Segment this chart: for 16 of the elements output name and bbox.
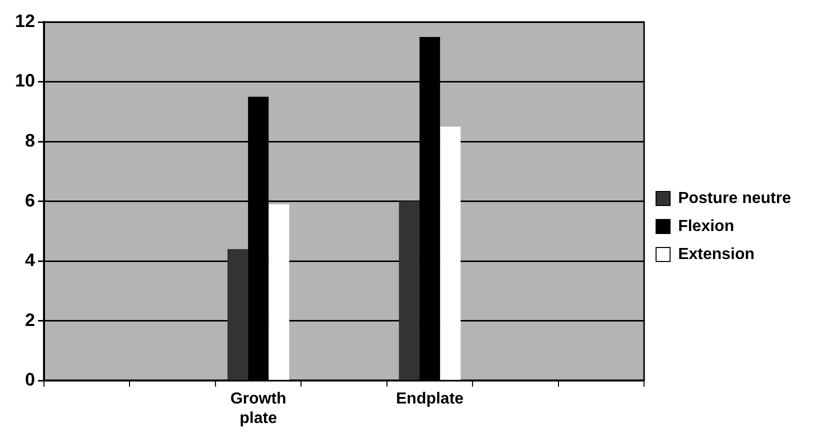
x-tick-label: Growth plate (230, 390, 286, 427)
bar (440, 126, 461, 380)
bar (227, 249, 248, 380)
y-tick-label: 6 (25, 190, 36, 210)
bar (398, 201, 420, 380)
y-tick-label: 12 (14, 10, 36, 31)
bar (268, 204, 290, 380)
y-tick-label: 0 (25, 370, 36, 390)
y-tick-label: 10 (14, 70, 36, 91)
y-tick-label: 2 (25, 310, 36, 330)
legend-label: Posture neutre (678, 190, 792, 207)
y-tick-label: 4 (25, 250, 36, 270)
x-tick-label: Endplate (396, 390, 464, 408)
legend-label: Extension (678, 246, 755, 263)
legend-label: Flexion (678, 218, 734, 235)
y-tick-label: 8 (25, 130, 36, 150)
